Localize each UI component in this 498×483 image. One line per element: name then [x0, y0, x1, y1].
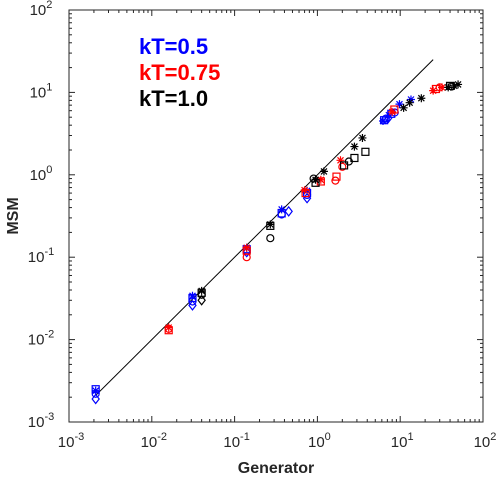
- data-point-circle: [338, 162, 347, 171]
- data-point-star: [438, 83, 447, 92]
- reference-line: [95, 59, 434, 396]
- data-point-star: [429, 86, 438, 95]
- x-tick-label: 100: [308, 431, 331, 451]
- legend-entry-kt-1-0: kT=1.0: [139, 86, 208, 111]
- data-point-square: [311, 178, 320, 187]
- data-point-circle: [277, 210, 286, 219]
- data-point-star: [336, 156, 345, 165]
- data-point-star: [319, 167, 328, 176]
- data-point-square: [390, 105, 399, 114]
- x-axis-label: Generator: [238, 460, 314, 477]
- y-tick-label: 100: [30, 164, 53, 184]
- data-point-diamond: [384, 112, 393, 124]
- data-point-star: [405, 98, 414, 107]
- data-point-diamond: [197, 294, 206, 306]
- data-point-circle: [381, 114, 390, 123]
- data-point-star: [358, 133, 367, 142]
- data-point-circle: [242, 253, 251, 262]
- data-point-circle: [164, 324, 173, 333]
- data-point-circle: [302, 190, 312, 200]
- data-point-circle: [197, 290, 206, 299]
- data-point-square: [301, 188, 310, 198]
- data-point-square: [91, 385, 100, 394]
- axis-ticks: 10-3 10-2 10-1 100 101 102 10-3 10-2 10-1 100 101 1…: [28, 0, 497, 451]
- data-point-diamond: [91, 393, 100, 405]
- data-point-star: [388, 107, 397, 116]
- data-point-star: [406, 95, 415, 104]
- data-point-diamond: [284, 205, 293, 217]
- data-point-circle: [331, 176, 340, 185]
- x-tick-label: 10-2: [141, 431, 167, 451]
- data-point-circle: [447, 82, 456, 91]
- data-point-circle: [435, 83, 444, 92]
- legend: kT=0.5 kT=0.75 kT=1.0: [139, 34, 220, 111]
- legend-entry-kt-0-5: kT=0.5: [139, 34, 208, 59]
- data-point-circle: [91, 389, 100, 398]
- data-marks: [91, 80, 463, 405]
- y-tick-label: 10-3: [28, 411, 54, 431]
- data-point-circle: [188, 297, 197, 306]
- x-tick-label: 10-1: [223, 431, 249, 451]
- data-point-square: [361, 147, 370, 156]
- legend-entry-kt-0-75: kT=0.75: [139, 60, 220, 85]
- data-point-star: [417, 94, 426, 103]
- data-point-star: [266, 220, 275, 229]
- data-point-star: [316, 175, 325, 184]
- y-tick-label: 101: [30, 81, 53, 101]
- data-point-star: [399, 103, 408, 112]
- x-tick-label: 101: [391, 431, 414, 451]
- data-point-star: [188, 291, 197, 300]
- data-point-square: [380, 116, 389, 125]
- y-tick-label: 10-2: [28, 329, 54, 349]
- data-point-star: [350, 142, 359, 151]
- x-tick-label: 10-3: [58, 431, 84, 451]
- data-point-circle: [344, 157, 353, 166]
- data-point-diamond: [188, 299, 197, 311]
- data-point-square: [339, 161, 349, 170]
- data-point-square: [431, 84, 441, 94]
- y-tick-label: 10-1: [28, 246, 54, 266]
- x-tick-label: 102: [474, 431, 497, 451]
- data-point-square: [332, 172, 341, 181]
- data-point-star: [300, 186, 309, 195]
- data-point-circle: [266, 234, 275, 243]
- data-point-circle: [309, 174, 318, 183]
- data-point-square: [266, 221, 275, 230]
- y-tick-label: 102: [30, 0, 53, 19]
- data-point-star: [395, 100, 404, 109]
- data-point-star: [450, 81, 459, 90]
- data-point-star: [242, 243, 251, 252]
- data-point-star: [384, 111, 393, 120]
- data-point-star: [164, 323, 173, 332]
- y-axis-label: MSM: [5, 197, 22, 234]
- data-point-star: [454, 80, 463, 89]
